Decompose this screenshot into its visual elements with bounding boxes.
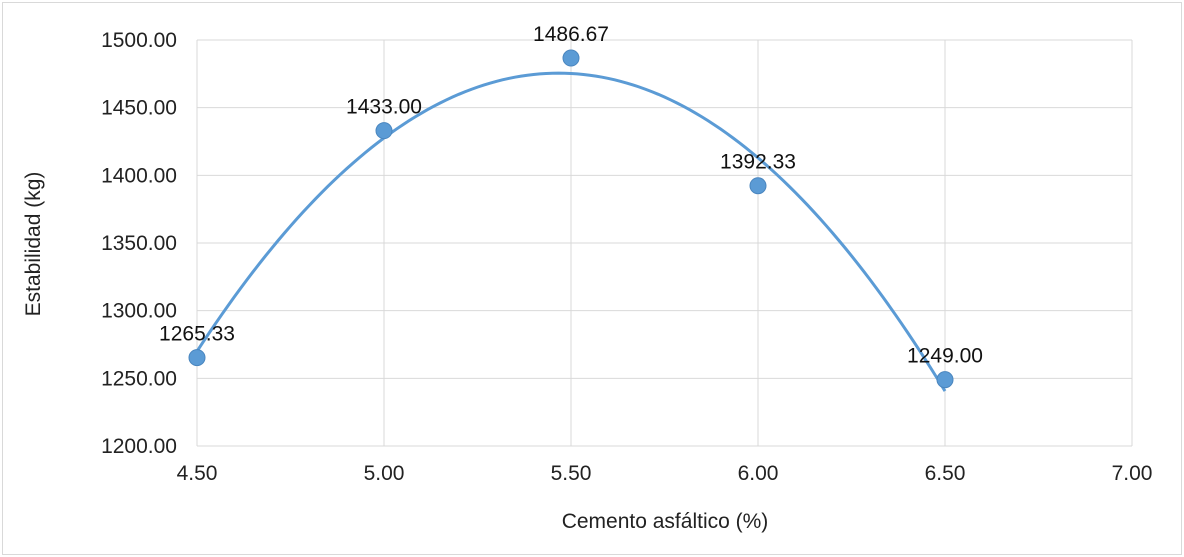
y-tick-label: 1450.00	[101, 97, 177, 120]
data-labels: 1265.33 1433.00 1486.67 1392.33 1249.00	[159, 23, 983, 368]
y-tick-label: 1300.00	[101, 300, 177, 323]
data-point	[936, 371, 954, 389]
x-tick-label: 5.00	[364, 462, 405, 485]
trendline-layer	[195, 71, 947, 392]
trendline	[195, 71, 947, 392]
x-tick-label: 4.50	[177, 462, 218, 485]
data-label: 1392.33	[720, 151, 796, 174]
y-tick-label: 1400.00	[101, 164, 177, 187]
y-tick-label: 1500.00	[101, 29, 177, 52]
x-axis-title: Cemento asfáltico (%)	[562, 510, 769, 533]
y-axis-title: Estabilidad (kg)	[22, 172, 45, 317]
y-tick-label: 1250.00	[101, 367, 177, 390]
data-label: 1486.67	[533, 23, 609, 46]
data-label: 1265.33	[159, 323, 235, 346]
gridlines	[196, 39, 1133, 447]
data-points	[188, 49, 954, 389]
x-tick-label: 6.00	[738, 462, 779, 485]
data-label: 1433.00	[346, 96, 422, 119]
y-tick-label: 1350.00	[101, 232, 177, 255]
tick-labels: 4.50 5.00 5.50 6.00 6.50 7.00 1200.00 1250.00 13…	[101, 29, 1152, 485]
data-point	[562, 49, 580, 67]
x-tick-label: 7.00	[1112, 462, 1153, 485]
data-point	[375, 122, 393, 140]
data-point	[749, 177, 767, 195]
data-label: 1249.00	[907, 345, 983, 368]
x-tick-label: 5.50	[551, 462, 592, 485]
data-point	[188, 349, 206, 367]
x-tick-label: 6.50	[925, 462, 966, 485]
y-tick-label: 1200.00	[101, 435, 177, 458]
